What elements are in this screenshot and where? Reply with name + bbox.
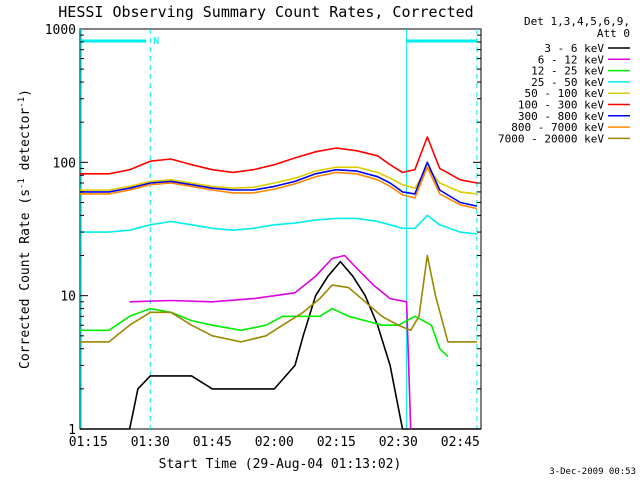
x-tick-label: 02:00 — [255, 435, 294, 450]
legend-entry-label: 7000 - 20000 keV — [498, 132, 604, 145]
x-tick-label: 01:15 — [69, 435, 108, 450]
y-tick-label: 100 — [53, 156, 76, 171]
saa-night-markers: N — [80, 29, 478, 429]
y-axis-label-sup-2: -1 — [17, 97, 27, 108]
series-line — [80, 166, 478, 210]
x-axis-label: Start Time (29-Aug-04 01:13:02) — [159, 457, 402, 472]
y-axis: 1 10 100 1000 — [45, 23, 481, 438]
y-tick-label: 1 — [68, 423, 76, 438]
y-axis-label: Corrected Count Rate (s-1 detector-1) — [17, 89, 33, 369]
y-tick-label: 10 — [60, 290, 76, 305]
series-line — [129, 254, 412, 430]
legend-entry-label: 25 - 50 keV — [531, 76, 604, 89]
x-tick-label: 02:30 — [379, 435, 418, 450]
legend-entry-label: 50 - 100 keV — [525, 87, 605, 100]
legend-entry-label: 3 - 6 keV — [544, 42, 604, 55]
legend-entry-label: 800 - 7000 keV — [511, 121, 604, 134]
y-axis-label-part-1: Corrected Count Rate (s — [18, 189, 33, 369]
night-label: N — [153, 36, 159, 47]
x-axis: 01:15 01:30 01:45 02:00 02:15 02:30 02:45 — [69, 435, 480, 450]
series-line — [80, 307, 449, 358]
series-line — [80, 254, 477, 343]
y-tick-label: 1000 — [45, 23, 76, 38]
y-axis-label-part-2: detector — [18, 108, 33, 179]
x-tick-label: 01:45 — [193, 435, 232, 450]
x-tick-label: 01:30 — [131, 435, 170, 450]
legend-entry-label: 12 - 25 keV — [531, 65, 604, 78]
series-line — [80, 260, 481, 430]
legend-header-line-2: Att 0 — [597, 27, 630, 40]
legend-entry-label: 300 - 800 keV — [518, 110, 604, 123]
series-line — [80, 136, 478, 184]
legend-entry-label: 100 - 300 keV — [518, 99, 604, 112]
x-tick-label: 02:45 — [441, 435, 480, 450]
series-line — [80, 161, 478, 207]
x-tick-label: 02:15 — [317, 435, 356, 450]
y-axis-label-sup-1: -1 — [17, 178, 27, 189]
legend-header-line-1: Det 1,3,4,5,6,9, — [524, 15, 630, 28]
timestamp: 3-Dec-2009 00:53 — [549, 467, 636, 477]
plot-frame — [79, 28, 482, 430]
chart-title: HESSI Observing Summary Count Rates, Cor… — [58, 3, 473, 21]
y-axis-label-part-3: ) — [18, 89, 33, 97]
series-line — [80, 214, 477, 235]
legend-entry-label: 6 - 12 keV — [538, 53, 605, 66]
series-layer — [80, 136, 481, 430]
